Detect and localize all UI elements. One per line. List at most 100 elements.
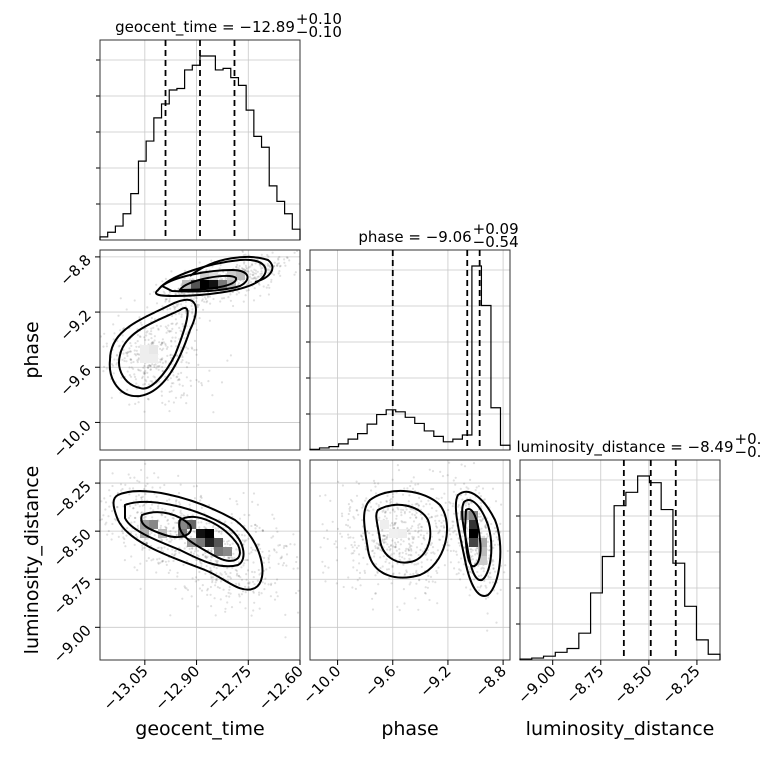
sample-point xyxy=(468,570,471,574)
sample-point xyxy=(146,366,150,369)
sample-point xyxy=(169,533,172,536)
y-tick-label: −8.75 xyxy=(50,573,95,618)
sample-point xyxy=(214,584,217,587)
sample-point xyxy=(205,516,208,520)
sample-point xyxy=(186,514,189,517)
sample-point xyxy=(121,487,124,491)
sample-point xyxy=(180,346,183,349)
sample-point xyxy=(280,555,283,558)
sample-point xyxy=(415,569,418,573)
sample-point xyxy=(209,302,212,305)
sample-point xyxy=(455,533,458,536)
sample-point xyxy=(369,505,373,508)
sample-point xyxy=(430,487,433,491)
sample-point xyxy=(251,271,254,274)
sample-point xyxy=(185,346,188,349)
sample-point xyxy=(195,300,198,303)
sample-point xyxy=(384,510,387,513)
sample-point xyxy=(381,538,384,541)
sample-point xyxy=(185,559,189,562)
sample-point xyxy=(355,569,359,572)
sample-point xyxy=(363,571,367,575)
y-axis-label-luminosity_distance: luminosity_distance xyxy=(21,466,43,655)
sample-point xyxy=(192,485,195,488)
sample-point xyxy=(415,582,418,585)
sample-point xyxy=(438,531,441,534)
sample-point xyxy=(191,302,194,305)
sample-point xyxy=(374,545,377,548)
density-cell xyxy=(460,511,469,520)
sample-point xyxy=(119,329,122,332)
sample-point xyxy=(403,487,406,490)
sample-point xyxy=(183,514,186,518)
sample-point xyxy=(225,572,228,576)
sample-point xyxy=(447,508,450,512)
sample-point xyxy=(385,500,388,503)
sample-point xyxy=(370,489,373,492)
sample-point xyxy=(226,359,229,362)
panel-frame xyxy=(309,249,511,451)
sample-point xyxy=(248,581,251,584)
sample-point xyxy=(138,316,141,319)
sample-point xyxy=(270,278,273,281)
sample-point xyxy=(383,538,386,541)
sample-point xyxy=(235,500,238,503)
sample-point xyxy=(390,553,393,556)
sample-point xyxy=(104,523,107,526)
sample-point xyxy=(386,533,389,537)
sample-point xyxy=(273,261,276,264)
sample-point xyxy=(229,543,232,547)
sample-point xyxy=(194,580,197,583)
panel-luminosity_distance-vs-phase xyxy=(309,459,511,661)
sample-point xyxy=(377,583,380,586)
sample-point xyxy=(263,582,267,585)
density-cell xyxy=(196,529,205,538)
sample-point xyxy=(263,556,266,560)
sample-point xyxy=(229,354,232,357)
sample-point xyxy=(381,529,384,532)
sample-point xyxy=(203,300,206,303)
sample-point xyxy=(349,506,352,509)
sample-point xyxy=(333,542,336,546)
sample-point xyxy=(235,582,238,585)
sample-point xyxy=(212,524,215,527)
sample-point xyxy=(258,263,261,266)
sample-point xyxy=(339,532,342,535)
sample-point xyxy=(251,548,254,552)
sample-point xyxy=(486,535,489,538)
sample-point xyxy=(129,375,133,378)
hist-panel-geocent_time: geocent_time = −12.89 +0.10−0.10 xyxy=(96,10,342,241)
x-axis-label-geocent_time: geocent_time xyxy=(135,718,264,740)
sample-point xyxy=(110,363,114,366)
sample-point xyxy=(184,310,187,313)
sample-point xyxy=(258,607,261,610)
sample-point xyxy=(112,338,115,341)
sample-point xyxy=(396,605,399,609)
sample-point xyxy=(443,526,446,529)
sample-point xyxy=(480,574,483,577)
sample-point xyxy=(127,473,130,476)
sample-point xyxy=(486,612,489,615)
sample-point xyxy=(377,504,380,507)
sample-point xyxy=(172,401,175,404)
sample-point xyxy=(154,363,157,366)
sample-point xyxy=(418,496,421,499)
sample-point xyxy=(160,358,163,361)
sample-point xyxy=(178,538,181,541)
sample-point xyxy=(398,552,401,556)
sample-point xyxy=(374,546,377,550)
sample-point xyxy=(138,369,141,372)
sample-point xyxy=(283,544,286,548)
x-tick-label: −8.75 xyxy=(562,662,607,707)
sample-point xyxy=(394,543,397,546)
sample-point xyxy=(161,361,165,365)
sample-point xyxy=(492,567,495,570)
sample-point xyxy=(265,286,268,289)
density-cell xyxy=(469,529,478,538)
sample-point xyxy=(140,468,143,472)
sample-point xyxy=(277,544,280,547)
sample-point xyxy=(230,606,234,609)
sample-point xyxy=(393,510,396,513)
sample-point xyxy=(241,267,244,270)
sample-point xyxy=(193,339,197,342)
